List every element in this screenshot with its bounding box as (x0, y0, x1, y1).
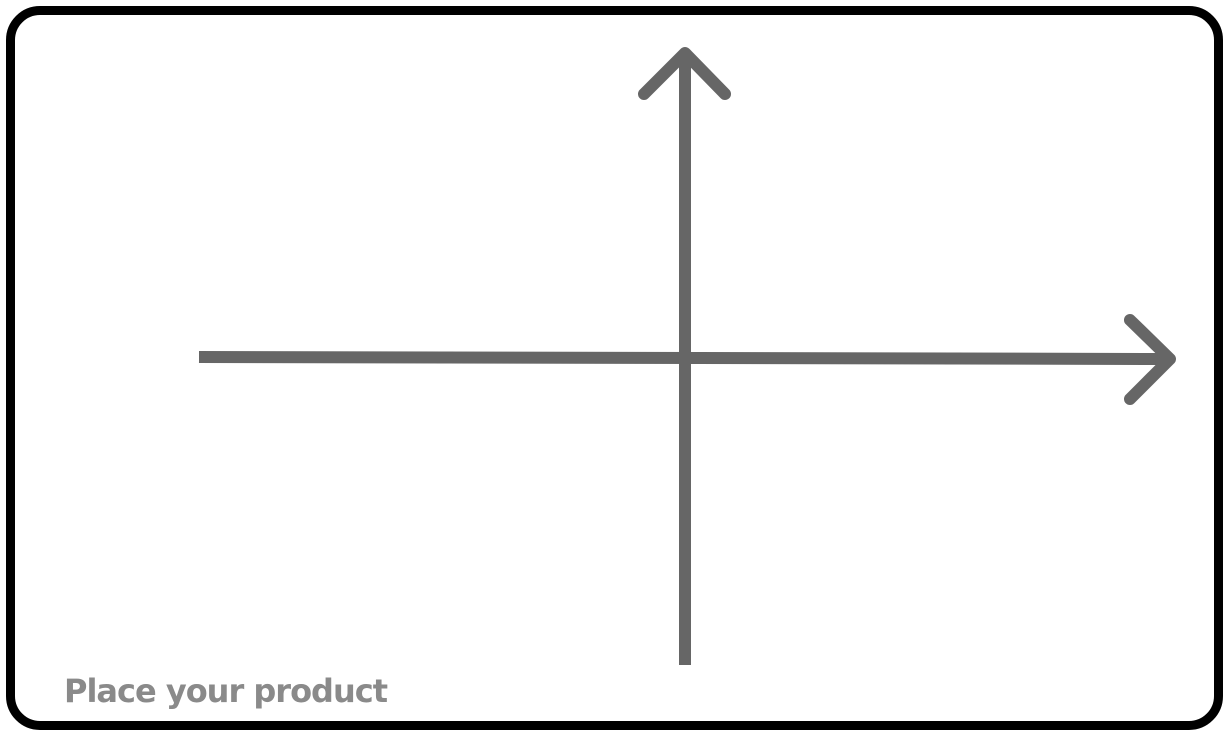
vertical-axis-arrowhead (638, 47, 731, 100)
place-your-product-caption: Place your product (64, 672, 388, 710)
canvas-frame (6, 6, 1223, 730)
horizontal-axis-arrowhead (1124, 314, 1176, 405)
